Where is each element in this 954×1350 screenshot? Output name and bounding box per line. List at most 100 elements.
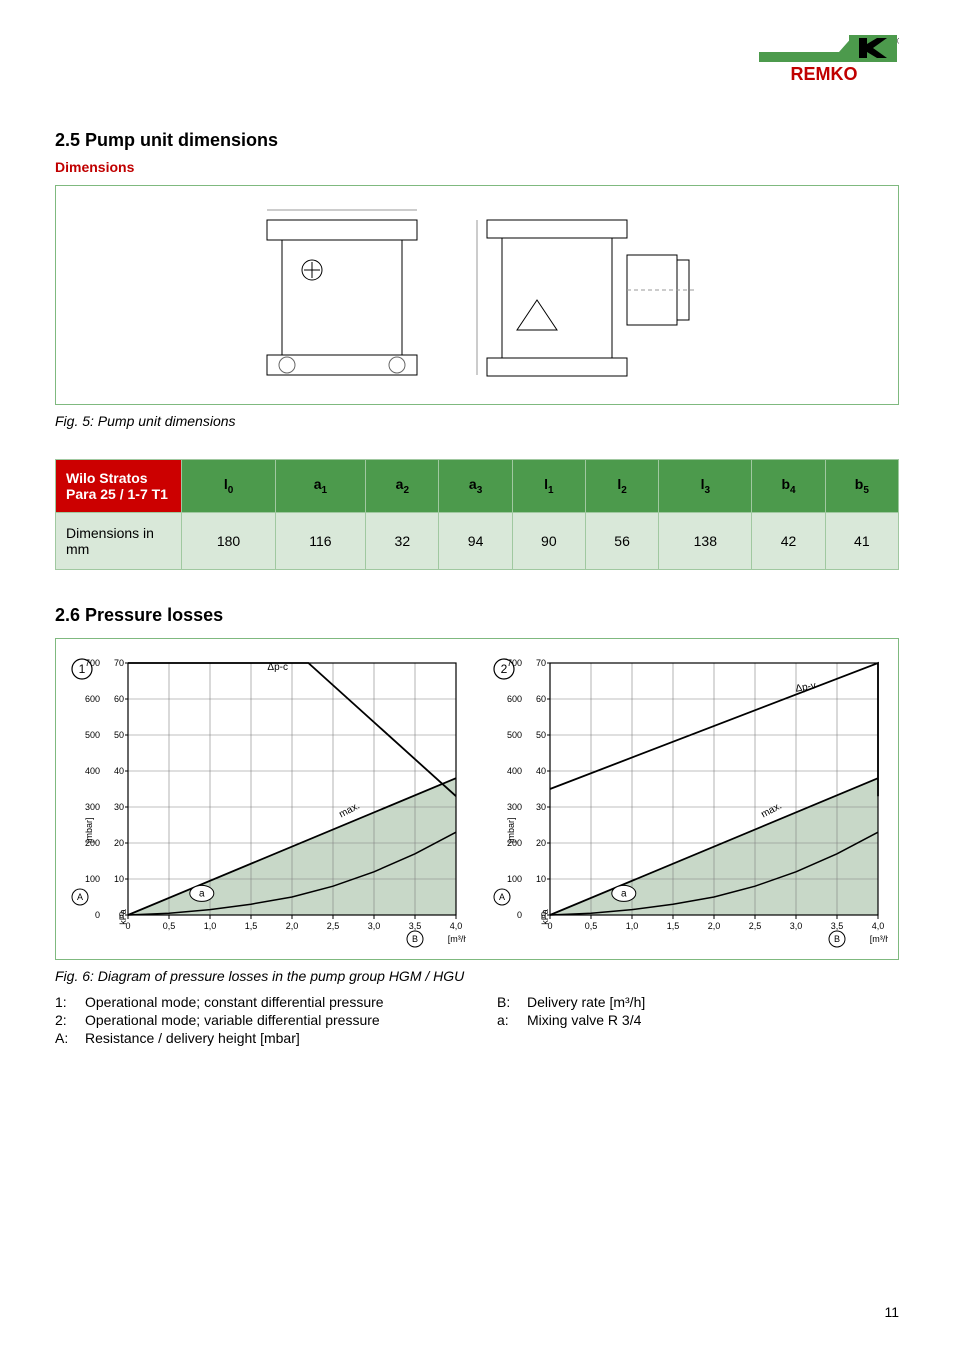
cell: 138 — [659, 513, 752, 570]
svg-text:500: 500 — [85, 730, 100, 740]
brand-logo: ® REMKO — [749, 30, 899, 85]
legend-key: 2: — [55, 1012, 85, 1028]
fig6-caption: Fig. 6: Diagram of pressure losses in th… — [55, 968, 899, 984]
svg-text:a: a — [199, 888, 205, 899]
row-label: Dimensions in mm — [56, 513, 182, 570]
legend-text: Operational mode; variable differential … — [85, 1012, 380, 1028]
svg-text:70: 70 — [536, 658, 546, 668]
pump-drawing — [227, 200, 727, 390]
svg-text:300: 300 — [507, 802, 522, 812]
svg-text:400: 400 — [85, 766, 100, 776]
svg-text:A: A — [77, 892, 83, 902]
svg-text:2,5: 2,5 — [749, 921, 762, 931]
svg-text:0: 0 — [517, 910, 522, 920]
table-row: Dimensions in mm 180 116 32 94 90 56 138… — [56, 513, 899, 570]
legend-key: 1: — [55, 994, 85, 1010]
svg-text:2,5: 2,5 — [327, 921, 340, 931]
cell: 116 — [275, 513, 366, 570]
legend-text: Mixing valve R 3/4 — [527, 1012, 641, 1028]
col-a3: a3 — [439, 460, 512, 513]
svg-text:70: 70 — [114, 658, 124, 668]
cell: 32 — [366, 513, 439, 570]
svg-text:100: 100 — [85, 874, 100, 884]
svg-text:B: B — [412, 934, 418, 944]
col-a1: a1 — [275, 460, 366, 513]
section-2-5-title: 2.5 Pump unit dimensions — [55, 130, 899, 151]
legend-key: a: — [497, 1012, 527, 1028]
svg-text:700: 700 — [507, 658, 522, 668]
svg-text:30: 30 — [536, 802, 546, 812]
legend-text: Delivery rate [m³/h] — [527, 994, 645, 1010]
svg-text:kPa: kPa — [540, 909, 550, 925]
legend: 1:Operational mode; constant differentia… — [55, 994, 899, 1048]
dimensions-subhead: Dimensions — [55, 159, 899, 175]
svg-text:3,0: 3,0 — [790, 921, 803, 931]
svg-text:2,0: 2,0 — [286, 921, 299, 931]
svg-text:Δp-v: Δp-v — [795, 680, 817, 694]
cell: 94 — [439, 513, 512, 570]
svg-text:100: 100 — [507, 874, 522, 884]
svg-text:50: 50 — [114, 730, 124, 740]
col-l2: l2 — [585, 460, 658, 513]
svg-text:a: a — [621, 888, 627, 899]
svg-text:[mbar]: [mbar] — [84, 817, 94, 843]
cell: 90 — [512, 513, 585, 570]
svg-text:1,0: 1,0 — [204, 921, 217, 931]
fig5-box — [55, 185, 899, 405]
svg-text:50: 50 — [536, 730, 546, 740]
svg-text:A: A — [499, 892, 505, 902]
svg-text:1,5: 1,5 — [245, 921, 258, 931]
svg-text:®: ® — [897, 36, 899, 46]
svg-text:700: 700 — [85, 658, 100, 668]
svg-text:40: 40 — [536, 766, 546, 776]
svg-text:1,5: 1,5 — [667, 921, 680, 931]
svg-text:20: 20 — [114, 838, 124, 848]
page-number: 11 — [884, 1304, 899, 1320]
col-a2: a2 — [366, 460, 439, 513]
svg-text:kPa: kPa — [118, 909, 128, 925]
section-2-6-title: 2.6 Pressure losses — [55, 605, 899, 626]
svg-text:10: 10 — [536, 874, 546, 884]
svg-text:300: 300 — [85, 802, 100, 812]
cell: 180 — [182, 513, 275, 570]
svg-text:[m³/h]: [m³/h] — [870, 934, 888, 944]
svg-text:0,5: 0,5 — [585, 921, 598, 931]
svg-text:3,5: 3,5 — [409, 921, 422, 931]
svg-text:3,5: 3,5 — [831, 921, 844, 931]
svg-text:30: 30 — [114, 802, 124, 812]
svg-text:60: 60 — [114, 694, 124, 704]
svg-text:0,5: 0,5 — [163, 921, 176, 931]
col-l3: l3 — [659, 460, 752, 513]
svg-text:1,0: 1,0 — [626, 921, 639, 931]
legend-text: Resistance / delivery height [mbar] — [85, 1030, 300, 1046]
svg-text:2,0: 2,0 — [708, 921, 721, 931]
cell: 42 — [752, 513, 825, 570]
svg-text:0: 0 — [95, 910, 100, 920]
svg-text:600: 600 — [85, 694, 100, 704]
col-b5: b5 — [825, 460, 898, 513]
cell: 41 — [825, 513, 898, 570]
svg-text:600: 600 — [507, 694, 522, 704]
svg-text:4,0: 4,0 — [450, 921, 463, 931]
svg-text:3,0: 3,0 — [368, 921, 381, 931]
legend-text: Operational mode; constant differential … — [85, 994, 384, 1010]
dimensions-table: Wilo Stratos Para 25 / 1-7 T1 l0 a1 a2 a… — [55, 459, 899, 570]
svg-text:max.: max. — [337, 801, 361, 821]
legend-key: B: — [497, 994, 527, 1010]
legend-key: A: — [55, 1030, 85, 1046]
svg-text:10: 10 — [114, 874, 124, 884]
col-l1: l1 — [512, 460, 585, 513]
svg-text:B: B — [834, 934, 840, 944]
fig5-caption: Fig. 5: Pump unit dimensions — [55, 413, 899, 429]
col-b4: b4 — [752, 460, 825, 513]
pressure-chart-2: 2Δp-vmax.a001001020020300304004050050600… — [488, 649, 888, 949]
svg-text:4,0: 4,0 — [872, 921, 885, 931]
cell: 56 — [585, 513, 658, 570]
svg-text:40: 40 — [114, 766, 124, 776]
svg-text:max.: max. — [759, 801, 783, 821]
svg-text:400: 400 — [507, 766, 522, 776]
svg-text:20: 20 — [536, 838, 546, 848]
svg-text:[mbar]: [mbar] — [506, 817, 516, 843]
svg-text:[m³/h]: [m³/h] — [448, 934, 466, 944]
pressure-chart-1: 1Δp-cmax.a001001020020300304004050050600… — [66, 649, 466, 949]
